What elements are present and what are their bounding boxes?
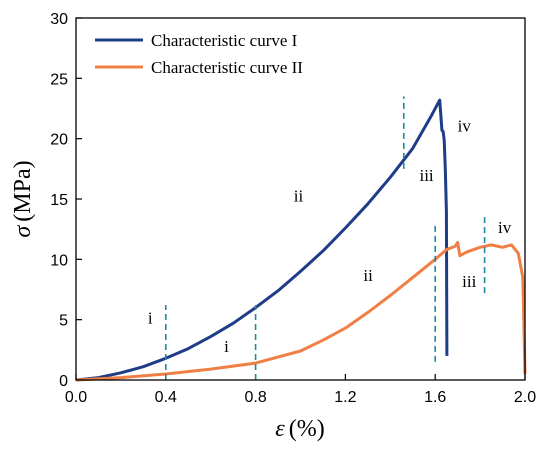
legend-label-series-1: Characteristic curve I: [151, 31, 298, 50]
x-axis-unit: (%): [289, 416, 325, 442]
y-tick-label: 20: [50, 132, 68, 149]
x-tick-label: 1.6: [424, 389, 446, 406]
x-tick-label: 0.0: [65, 389, 87, 406]
y-tick-label: 0: [59, 373, 68, 390]
x-tick-label: 2.0: [514, 389, 536, 406]
stage-label: ii: [294, 186, 304, 205]
plot-frame: [75, 17, 526, 381]
y-axis-symbol: σ: [10, 225, 36, 238]
y-axis-unit: (MPa): [10, 160, 36, 221]
y-tick-label: 30: [50, 11, 68, 28]
stage-label: iii: [462, 272, 476, 291]
stage-label: i: [148, 308, 153, 327]
series-line-1: [75, 98, 449, 382]
stage-label: i: [224, 337, 229, 356]
x-axis-symbol: ε: [275, 416, 285, 442]
y-tick-label: 5: [59, 313, 68, 330]
y-tick-label: 10: [50, 252, 68, 269]
stage-label: ii: [363, 266, 373, 285]
y-axis-title: σ (MPa): [10, 160, 36, 237]
stage-label: iv: [498, 218, 512, 237]
x-axis-title: ε (%): [275, 416, 324, 442]
legend-label-series-2: Characteristic curve II: [151, 58, 303, 77]
series-line-2: [75, 240, 527, 382]
stage-dividers: [165, 96, 486, 380]
stage-label: iv: [458, 116, 472, 135]
legend: Characteristic curve I Characteristic cu…: [95, 31, 303, 77]
stage-label: iii: [419, 166, 433, 185]
x-tick-label: 0.8: [244, 389, 266, 406]
x-tick-label: 1.2: [334, 389, 356, 406]
x-tick-label: 0.4: [155, 389, 177, 406]
y-tick-label: 25: [50, 71, 68, 88]
tick-labels: 0.0 0.4 0.8 1.2 1.6 2.0 0 5 10 15 20 25 30: [50, 11, 536, 406]
chart-series: [75, 98, 527, 382]
y-tick-label: 15: [50, 192, 68, 209]
